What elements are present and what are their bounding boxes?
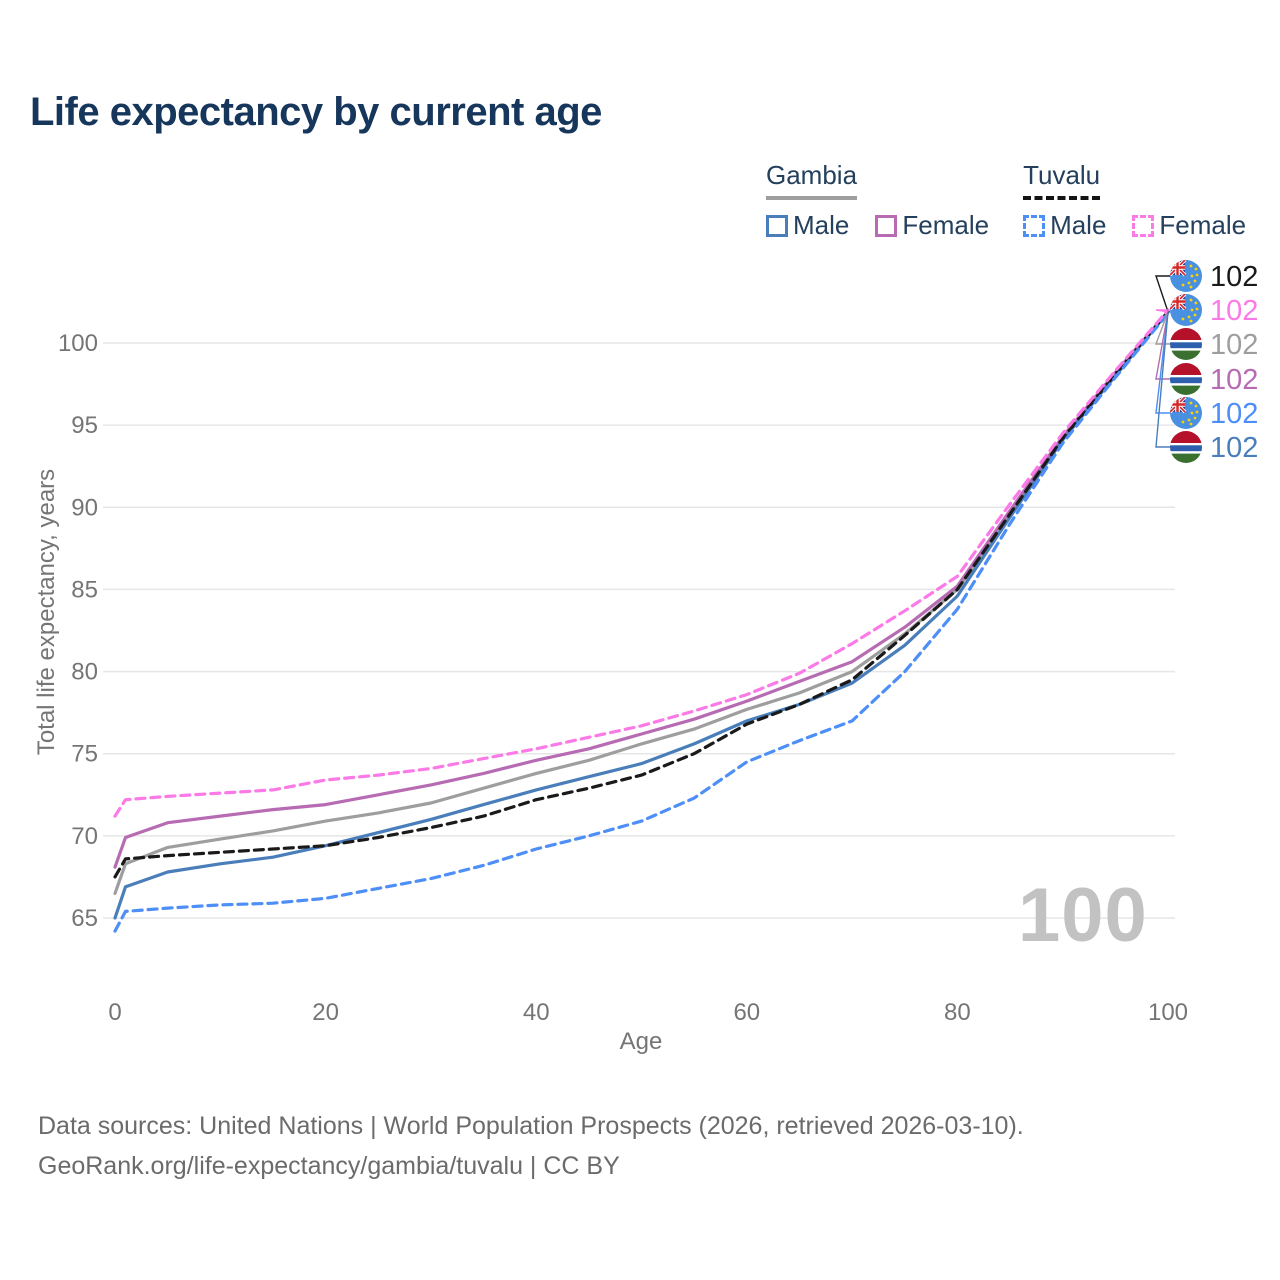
legend-item-label: Female [1159, 210, 1247, 240]
end-value-gambia_male: 102 [1210, 432, 1258, 464]
x-tick-label: 60 [733, 999, 760, 1026]
end-value-tuvalu_male: 102 [1210, 398, 1258, 430]
tuvalu-flag-icon [1170, 294, 1202, 326]
end-value-tuvalu_female: 102 [1210, 295, 1258, 327]
x-tick-label: 0 [108, 999, 121, 1026]
end-value-gambia_female: 102 [1210, 364, 1258, 396]
legend: Gambia Male Female Tuvalu Male [766, 160, 1246, 241]
series-line-gambia_male[interactable] [113, 310, 1170, 920]
callout-connector-tuvalu_male [1155, 311, 1170, 414]
tuvalu-male-swatch-icon [1023, 214, 1046, 237]
x-axis-title: Age [619, 1028, 663, 1055]
y-tick-label: 75 [71, 741, 98, 768]
callout-connector-gambia_male [1155, 311, 1170, 448]
callout-connector-tuvalu_total [1155, 275, 1170, 313]
end-value-gambia_total: 102 [1210, 329, 1258, 361]
tuvalu-flag-icon [1170, 260, 1202, 292]
x-tick-label: 20 [312, 999, 339, 1026]
series-line-gambia_female[interactable] [113, 310, 1170, 869]
footer-data-sources: Data sources: United Nations | World Pop… [38, 1112, 1024, 1140]
legend-group-title-gambia: Gambia [766, 160, 858, 200]
legend-item-label: Male [1050, 210, 1107, 240]
end-value-tuvalu_total: 102 [1210, 261, 1258, 293]
y-tick-label: 70 [71, 823, 98, 850]
series-line-tuvalu_female[interactable] [113, 308, 1170, 818]
x-tick-label: 40 [523, 999, 550, 1026]
footer-attribution[interactable]: GeoRank.org/life-expectancy/gambia/tuval… [38, 1152, 620, 1180]
legend-item-label: Female [902, 210, 990, 240]
gambia-female-swatch-icon [875, 214, 898, 237]
legend-group-title-tuvalu: Tuvalu [1023, 160, 1101, 200]
legend-item-gambia-male[interactable]: Male [766, 210, 849, 241]
chart-title: Life expectancy by current age [30, 90, 602, 134]
series-line-tuvalu_total[interactable] [113, 310, 1170, 879]
gambia-flag-icon [1170, 328, 1202, 360]
tuvalu-female-swatch-icon [1132, 214, 1155, 237]
y-tick-label: 90 [71, 494, 98, 521]
y-tick-label: 65 [71, 905, 98, 932]
legend-group-tuvalu: Tuvalu Male Female [1023, 160, 1246, 241]
series-line-gambia_total[interactable] [113, 310, 1170, 896]
callout-connector-gambia_female [1155, 311, 1170, 380]
footer: Data sources: United Nations | World Pop… [38, 1106, 1024, 1186]
legend-item-gambia-female[interactable]: Female [875, 210, 989, 241]
legend-item-label: Male [793, 210, 850, 240]
x-tick-label: 100 [1148, 999, 1188, 1026]
legend-group-gambia: Gambia Male Female [766, 160, 989, 241]
legend-item-tuvalu-male[interactable]: Male [1023, 210, 1106, 241]
gambia-flag-icon [1170, 431, 1202, 463]
tuvalu-flag-icon [1170, 397, 1202, 429]
gambia-male-swatch-icon [766, 214, 788, 237]
gambia-flag-icon [1170, 363, 1202, 395]
y-tick-label: 85 [71, 576, 98, 603]
callout-connector-tuvalu_female [1155, 309, 1170, 313]
y-axis-title: Total life expectancy, years [33, 468, 60, 756]
watermark-100: 100 [1018, 873, 1148, 958]
y-tick-label: 100 [58, 330, 98, 357]
legend-item-tuvalu-female[interactable]: Female [1132, 210, 1246, 241]
y-tick-label: 80 [71, 659, 98, 686]
y-tick-label: 95 [71, 412, 98, 439]
x-tick-label: 80 [944, 999, 971, 1026]
series-line-tuvalu_male[interactable] [113, 311, 1170, 933]
